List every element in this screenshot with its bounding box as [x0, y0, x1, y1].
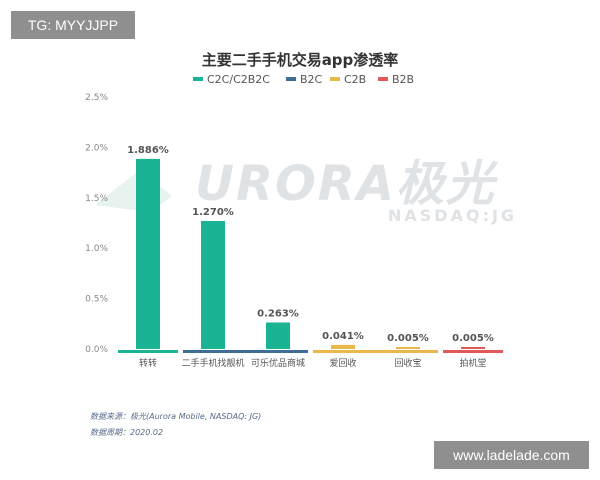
chart-title: 主要二手手机交易app渗透率: [201, 51, 399, 69]
y-tick-label: 0.0%: [85, 345, 108, 355]
watermark-brand: URORA极光: [195, 156, 496, 212]
watermark-logo: [95, 170, 172, 212]
watermark-sub: NASDAQ:JG: [388, 206, 518, 225]
group-underline: [183, 350, 308, 353]
period-line: 数据周期：2020.02: [90, 428, 164, 437]
bar: [266, 322, 290, 349]
bar: [136, 158, 160, 349]
bar: [396, 347, 420, 349]
category-label: 转转: [139, 357, 157, 369]
data-label: 0.041%: [322, 331, 364, 342]
bar: [331, 344, 355, 349]
category-label: 爱回收: [329, 357, 356, 369]
y-tick-label: 1.5%: [85, 194, 108, 204]
data-label: 1.270%: [192, 207, 234, 218]
tg-tag: TG: MYYJJPP: [11, 11, 135, 39]
category-label: 二手手机找靓机: [181, 357, 244, 369]
y-tick-label: 1.0%: [85, 244, 108, 254]
data-label: 0.263%: [257, 308, 299, 319]
legend-swatch: [378, 77, 388, 81]
site-watermark: www.ladelade.com: [434, 441, 589, 469]
source-line: 数据来源：极光(Aurora Mobile, NASDAQ: JG): [90, 412, 262, 421]
category-label: 拍机堂: [459, 357, 486, 369]
legend-label: B2B: [392, 73, 414, 86]
group-underline: [443, 350, 503, 353]
category-label: 回收宝: [394, 357, 421, 369]
category-label: 可乐优品商城: [251, 357, 305, 369]
legend-swatch: [330, 77, 340, 81]
legend-swatch: [286, 77, 296, 81]
bar: [461, 347, 485, 349]
group-underline: [118, 350, 178, 353]
y-tick-label: 2.0%: [85, 143, 108, 153]
y-tick-label: 2.5%: [85, 93, 108, 103]
data-label: 0.005%: [452, 333, 494, 344]
bar: [201, 220, 225, 349]
group-underline: [313, 350, 438, 353]
y-tick-label: 0.5%: [85, 295, 108, 305]
legend-label: C2B: [344, 73, 366, 86]
legend-label: B2C: [300, 73, 323, 86]
legend-swatch: [193, 77, 203, 81]
legend-label: C2C/C2B2C: [207, 73, 270, 86]
data-label: 0.005%: [387, 333, 429, 344]
data-label: 1.886%: [127, 145, 169, 156]
